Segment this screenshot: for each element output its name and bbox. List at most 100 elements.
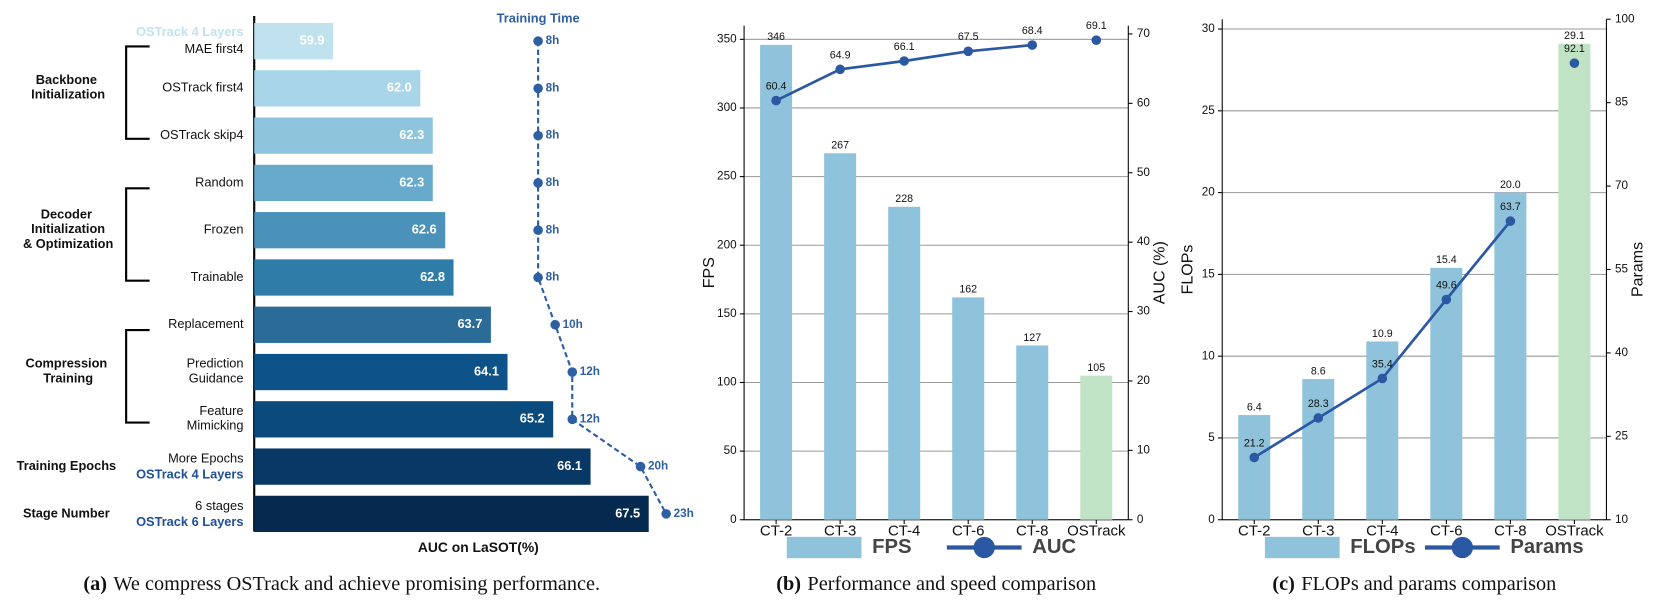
bar-label: 62.0: [387, 80, 412, 95]
line-point: [963, 46, 974, 57]
time-title: Training Time: [497, 11, 580, 26]
point-label: 60.4: [766, 81, 787, 93]
line-point: [1505, 216, 1516, 226]
bar: [888, 206, 921, 520]
time-point: [661, 509, 671, 519]
time-label: 12h: [580, 365, 600, 378]
caption-text: We compress OSTrack and achieve promisin…: [113, 573, 600, 595]
legend-marker: [973, 536, 995, 559]
time-label: 8h: [546, 271, 560, 284]
time-point: [533, 130, 543, 141]
time-point: [635, 461, 646, 472]
line: [775, 43, 1033, 102]
bar: [254, 22, 334, 60]
y-tick-label: 350: [717, 32, 737, 45]
bar-label: 62.3: [399, 127, 424, 142]
time-point: [567, 367, 578, 377]
x-tick-label: CT-8: [1016, 522, 1048, 539]
bar-label: 62.3: [399, 174, 424, 189]
y-axis-title: FLOPs: [1179, 245, 1196, 295]
bar: [1430, 267, 1463, 520]
y2-tick-label: 100: [1615, 12, 1635, 25]
bar: [1366, 341, 1399, 520]
bar-label: 64.1: [474, 363, 499, 378]
legend-label: FLOPs: [1350, 536, 1415, 558]
category-label: Prediction Guidance: [185, 356, 243, 386]
point-label: 21.2: [1244, 437, 1265, 449]
bar-label: 162: [959, 284, 977, 296]
bar-label: 105: [1087, 362, 1105, 374]
bar-label: 267: [831, 140, 849, 152]
time-label: 8h: [546, 129, 560, 142]
point-label: 35.4: [1372, 358, 1393, 370]
y2-axis-title: AUC (%): [1152, 241, 1169, 304]
y2-tick-label: 85: [1615, 96, 1629, 109]
time-point: [533, 225, 543, 236]
y2-tick-label: 70: [1615, 179, 1629, 192]
bar-label: 29.1: [1564, 30, 1585, 42]
bar: [254, 164, 433, 202]
x-tick-label: CT-2: [1238, 522, 1270, 539]
x-tick-label: CT-2: [760, 522, 792, 539]
y-tick-label: 5: [1208, 431, 1215, 444]
time-point: [533, 83, 543, 94]
group-bracket: [125, 329, 150, 424]
y2-tick-label: 55: [1615, 263, 1629, 276]
time-point: [533, 272, 543, 283]
bar-label: 228: [895, 193, 913, 205]
line-point: [771, 95, 781, 106]
y2-tick-label: 60: [1137, 96, 1151, 109]
caption: (a) We compress OSTrack and achieve promi…: [83, 573, 600, 595]
y-tick-label: 15: [1202, 267, 1216, 280]
y-tick-label: 25: [1202, 104, 1216, 117]
line-point: [1027, 40, 1038, 50]
x-tick-label: CT-3: [824, 522, 856, 539]
caption-label: (a): [83, 573, 107, 595]
line-point: [1249, 452, 1260, 463]
y2-tick-label: 10: [1137, 443, 1151, 456]
y2-tick-label: 40: [1615, 346, 1629, 359]
bar-label: 10.9: [1372, 328, 1393, 340]
bar: [254, 495, 649, 533]
bar: [1080, 375, 1113, 520]
x-tick-label: OSTrack: [1067, 522, 1126, 539]
bar: [254, 448, 591, 485]
category-note: OSTrack 6 Layers: [136, 514, 243, 529]
y2-tick-label: 25: [1615, 429, 1629, 442]
legend-label: Params: [1510, 536, 1583, 558]
time-label: 8h: [546, 223, 560, 236]
bar: [254, 306, 491, 343]
y-tick-label: 0: [1208, 513, 1215, 526]
legend-swatch: [1264, 536, 1340, 559]
x-tick-label: CT-6: [1430, 522, 1462, 539]
time-point: [550, 319, 560, 330]
category-label: Trainable: [191, 269, 244, 284]
bar: [254, 401, 554, 438]
x-tick-label: CT-3: [1302, 522, 1334, 539]
point-label: 63.7: [1500, 201, 1521, 213]
bar: [1302, 379, 1335, 520]
y2-tick-label: 70: [1137, 27, 1151, 40]
time-label: 8h: [546, 176, 560, 189]
y-tick-label: 10: [1202, 349, 1216, 362]
time-point: [533, 178, 543, 188]
category-note: OSTrack 4 Layers: [136, 24, 243, 39]
bar-label: 62.8: [420, 269, 445, 284]
group-bracket: [125, 187, 150, 282]
time-label: 8h: [546, 34, 560, 47]
y-axis-title: FPS: [701, 257, 718, 288]
category-label: Replacement: [168, 316, 244, 331]
y-tick-label: 0: [730, 513, 737, 526]
bar-label: 127: [1023, 332, 1041, 344]
legend-marker: [1451, 536, 1474, 559]
point-label: 92.1: [1564, 43, 1585, 55]
point-label: 66.1: [894, 41, 915, 53]
y2-tick-label: 30: [1137, 305, 1151, 318]
caption: (c) FLOPs and params comparison: [1272, 573, 1556, 595]
point-label: 68.4: [1022, 25, 1043, 37]
point-label: 69.1: [1086, 20, 1107, 32]
legend-label: FPS: [872, 536, 911, 558]
bar-label: 20.0: [1500, 179, 1521, 191]
